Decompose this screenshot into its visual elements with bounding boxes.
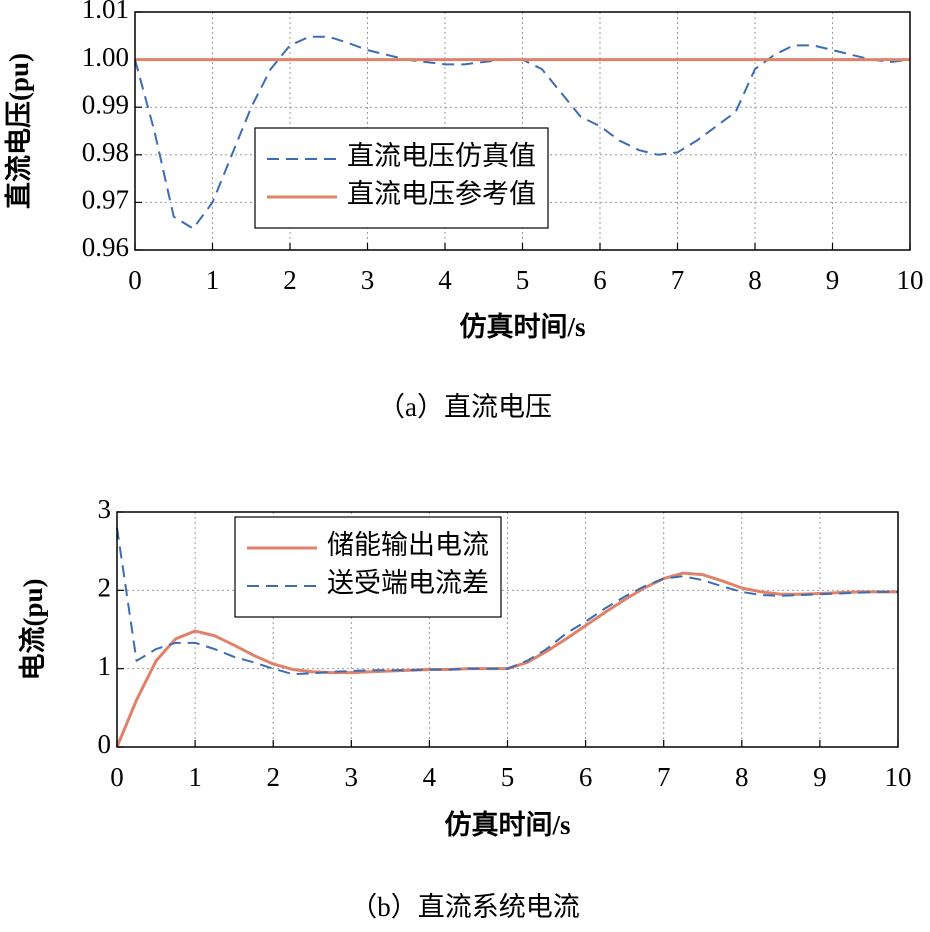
x-axis-label: 仿真时间/s <box>444 810 570 840</box>
x-tick-label: 5 <box>516 265 530 295</box>
legend-label: 直流电压参考值 <box>347 179 536 209</box>
x-tick-label: 5 <box>501 762 515 792</box>
caption: （b）直流系统电流 <box>350 892 580 922</box>
y-tick-label: 0 <box>98 729 112 759</box>
legend-box <box>254 127 549 229</box>
y-tick-label: 0.98 <box>82 137 129 167</box>
x-tick-label: 10 <box>897 265 924 295</box>
subplot: 0 1 2 3 4 5 6 7 8 9 10 0 1 2 3 仿真时间/s 电流(pu) （b）直流系统电流 储能输… <box>18 494 911 922</box>
x-tick-label: 6 <box>593 265 607 295</box>
plot-frame <box>116 511 899 748</box>
series-line <box>115 571 898 748</box>
x-tick-label: 10 <box>885 762 912 792</box>
y-axis-label: 直流电压(pu) <box>4 53 34 209</box>
x-tick-label: 3 <box>345 762 359 792</box>
x-tick-label: 3 <box>361 265 375 295</box>
y-tick-label: 0.97 <box>82 185 129 215</box>
y-tick-label: 2 <box>98 573 112 603</box>
legend-label: 直流电压仿真值 <box>347 141 536 171</box>
x-tick-label: 0 <box>128 265 142 295</box>
x-tick-label: 2 <box>266 762 280 792</box>
plot-frame <box>134 11 911 251</box>
x-tick-label: 1 <box>206 265 220 295</box>
y-tick-label: 0.99 <box>82 89 129 119</box>
x-tick-label: 4 <box>423 762 437 792</box>
x-tick-label: 8 <box>748 265 762 295</box>
x-tick-label: 9 <box>826 265 840 295</box>
x-tick-label: 0 <box>110 762 124 792</box>
x-tick-label: 8 <box>735 762 749 792</box>
legend-label: 储能输出电流 <box>327 530 489 560</box>
y-tick-label: 3 <box>98 494 112 524</box>
y-tick-label: 1 <box>98 651 112 681</box>
y-axis-label: 电流(pu) <box>18 578 48 680</box>
y-tick-label: 0.96 <box>82 232 129 262</box>
series-line <box>116 527 898 676</box>
x-axis-label: 仿真时间/s <box>459 312 585 342</box>
x-tick-label: 1 <box>188 762 202 792</box>
x-tick-label: 7 <box>671 265 685 295</box>
legend-label: 送受端电流差 <box>327 568 489 598</box>
x-tick-label: 6 <box>579 762 593 792</box>
x-tick-label: 2 <box>283 265 297 295</box>
legend-box <box>234 516 502 618</box>
x-tick-label: 4 <box>438 265 452 295</box>
y-tick-label: 1.00 <box>82 42 129 72</box>
y-tick-label: 1.01 <box>82 0 129 24</box>
x-tick-label: 9 <box>813 762 827 792</box>
x-tick-label: 7 <box>657 762 671 792</box>
subplot: 0 1 2 3 4 5 6 7 8 9 10 0.96 0.97 0.98 0.99 1.00 1.01 仿真时间… <box>4 0 923 422</box>
caption: （a）直流电压 <box>378 392 552 422</box>
